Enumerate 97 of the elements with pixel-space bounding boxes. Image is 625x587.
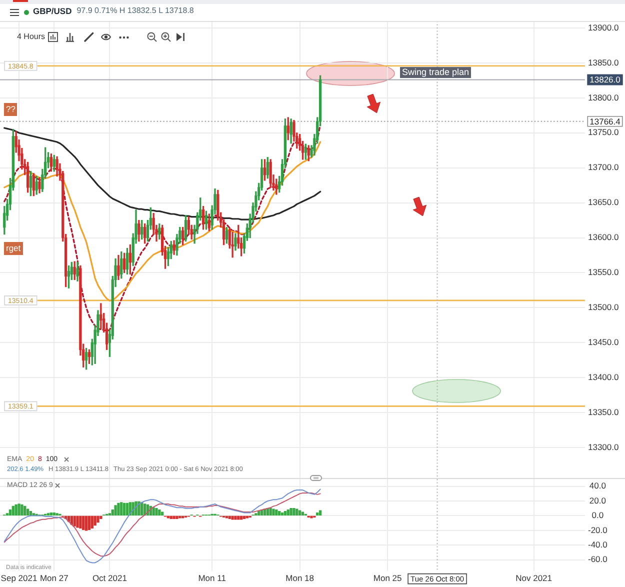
bar <box>82 516 85 530</box>
bar <box>284 510 287 516</box>
bar <box>166 516 170 518</box>
bar <box>24 506 26 516</box>
bar <box>56 513 58 516</box>
bar <box>73 516 76 526</box>
bar <box>26 508 30 516</box>
bar <box>280 512 284 516</box>
bar <box>228 516 231 519</box>
bar <box>14 504 18 516</box>
bar <box>79 516 82 529</box>
bar <box>158 510 161 516</box>
bar <box>120 502 123 516</box>
y-tick-label: 40.0 <box>589 480 606 491</box>
bar <box>155 508 158 516</box>
x-tick-label: Sep 2021 <box>0 573 38 584</box>
bar <box>278 510 281 516</box>
bar <box>20 504 24 516</box>
y-tick-label: 13400.0 <box>588 372 619 382</box>
y-tick-label: 13800.0 <box>588 92 619 102</box>
bar <box>269 508 272 516</box>
bar <box>8 510 12 516</box>
y-tick-label: -20.0 <box>588 524 608 535</box>
bar <box>94 516 96 526</box>
y-tick-label: 13300.0 <box>588 442 619 452</box>
bar <box>272 508 275 516</box>
y-tick-label: 13900.0 <box>588 22 619 32</box>
bar <box>6 513 9 516</box>
bar <box>316 512 319 516</box>
y-tick-label: 13350.0 <box>588 406 619 417</box>
bar <box>181 516 184 518</box>
bar <box>231 516 234 520</box>
y-tick-label: 0.0 <box>592 510 604 520</box>
bar <box>254 513 258 516</box>
y-tick-label: 13766.4 <box>590 116 621 126</box>
y-tick-label: 13700.0 <box>588 162 619 172</box>
bar <box>100 516 102 519</box>
bar <box>258 510 260 516</box>
bar <box>88 516 91 530</box>
bar <box>225 516 228 518</box>
bar <box>122 502 126 516</box>
bar <box>296 508 298 516</box>
x-tick-label: Mon 27 <box>40 573 69 584</box>
bar <box>108 513 112 516</box>
y-tick-label: 13500.0 <box>588 302 619 312</box>
y-tick-label: 13750.0 <box>588 127 619 138</box>
bar <box>170 516 172 519</box>
bar <box>318 510 322 516</box>
bar <box>152 507 155 516</box>
bar <box>50 512 53 516</box>
x-tick-label: Mon 18 <box>286 573 314 584</box>
bar <box>12 506 14 516</box>
bar <box>76 516 79 528</box>
bar <box>301 512 304 516</box>
candlestick <box>231 232 234 258</box>
annotation: ?? <box>4 103 18 116</box>
bar <box>161 512 164 516</box>
y-tick-label: 13450.0 <box>588 336 619 347</box>
bar <box>90 516 94 529</box>
bar <box>234 516 237 520</box>
bar <box>138 501 140 516</box>
bar <box>84 516 88 531</box>
bar <box>176 516 178 519</box>
chart-subtitle: 97.9 0.71% H 13832.5 L 13718.8 <box>76 6 194 16</box>
y-tick-label: 13650.0 <box>588 197 619 208</box>
y-tick-label: 13550.0 <box>588 267 619 278</box>
bar <box>52 512 56 516</box>
x-tick-label: Mon 11 <box>198 573 226 584</box>
bar <box>18 504 20 516</box>
x-tick-label: Nov 2021 <box>516 573 552 584</box>
bar <box>242 516 246 519</box>
y-tick-label: -60.0 <box>588 554 608 564</box>
bar <box>172 516 176 519</box>
bar <box>292 508 296 516</box>
y-tick-label: 13600.0 <box>588 232 619 242</box>
annotation: rget <box>4 242 23 254</box>
bar <box>117 502 120 516</box>
bar <box>114 505 117 516</box>
bar <box>286 510 290 516</box>
bar <box>290 508 292 516</box>
y-tick-label: 13850.0 <box>588 57 619 68</box>
bar <box>246 516 248 518</box>
y-tick-label: 13826.0 <box>590 74 621 85</box>
chart-title: GBP/USD <box>33 6 72 16</box>
annotation: 4 Hours <box>17 32 46 41</box>
y-tick-label: 20.0 <box>589 495 606 506</box>
bar <box>298 510 302 516</box>
bar <box>46 513 50 516</box>
bar <box>96 516 100 523</box>
bar <box>275 510 278 516</box>
x-tick-label: Mon 25 <box>373 573 402 584</box>
bar <box>126 502 129 516</box>
bar <box>310 516 313 518</box>
y-tick-label: -40.0 <box>588 539 608 550</box>
x-tick-label: Oct 2021 <box>92 573 128 584</box>
bar <box>178 516 182 518</box>
annotation: Swing trade plan <box>400 67 472 78</box>
